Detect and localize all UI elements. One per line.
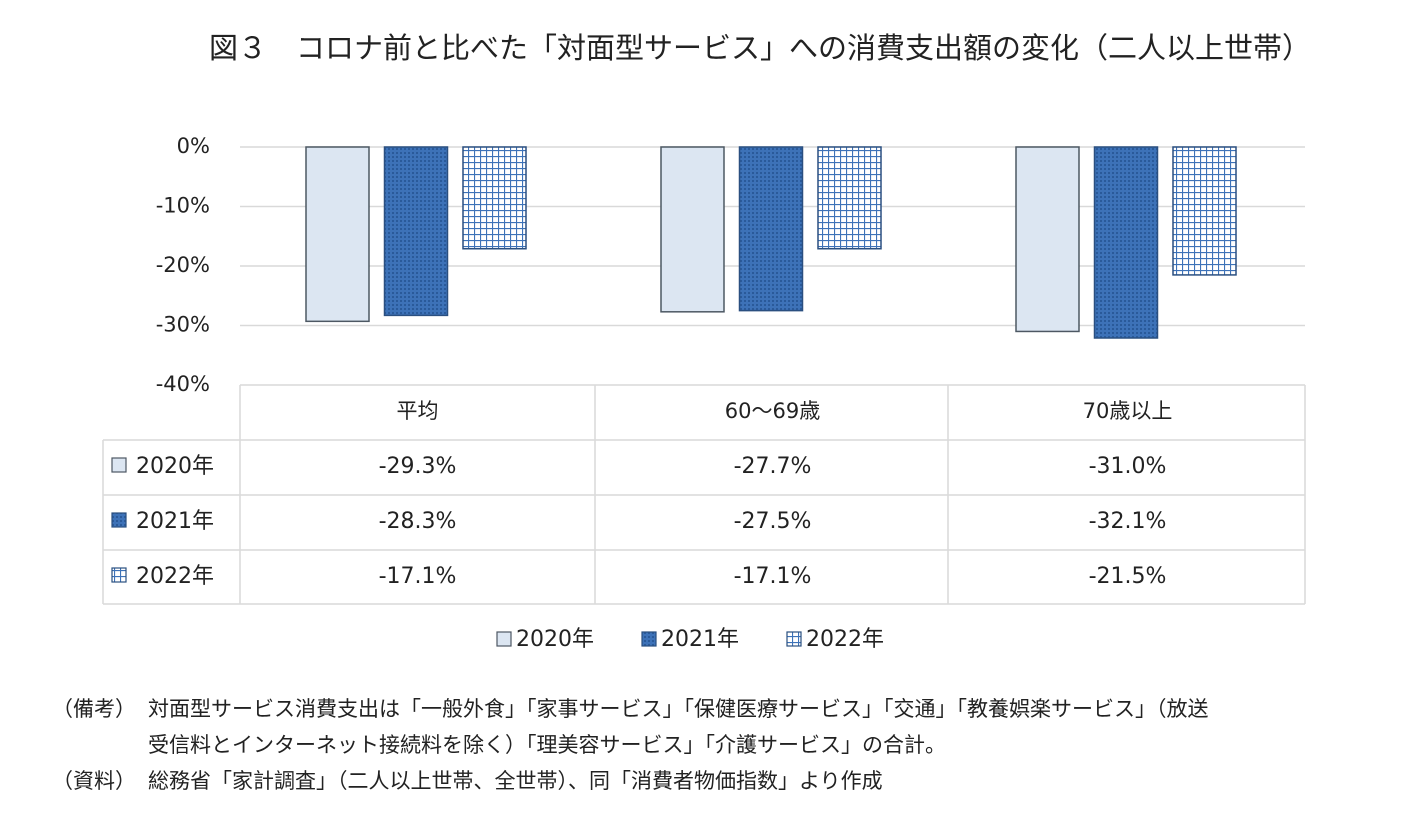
bar (1172, 146, 1237, 276)
legend-label: 2022年 (806, 627, 884, 652)
legend-swatch (111, 512, 127, 528)
table-value: -17.1% (734, 564, 812, 589)
table-value: -29.3% (379, 454, 457, 479)
bar (660, 146, 725, 313)
data-table (102, 385, 1306, 605)
y-tick-label: -20% (156, 253, 210, 277)
y-tick-label: 0% (177, 134, 210, 158)
legend-swatch (496, 631, 512, 647)
category-label: 平均 (397, 399, 439, 423)
legend-swatch (786, 631, 802, 647)
note-text: 対面型サービス消費支出は「一般外食」「家事サービス」「保健医療サービス」「交通」… (148, 697, 1209, 721)
table-value: -28.3% (379, 509, 457, 534)
y-tick-label: -40% (156, 372, 210, 396)
bar (1093, 146, 1159, 339)
table-value: -17.1% (379, 564, 457, 589)
legend-swatch (641, 631, 657, 647)
legend-label: 2021年 (661, 627, 739, 652)
bar (462, 146, 527, 250)
bar (305, 146, 370, 323)
note-label: （資料） (52, 769, 136, 793)
table-value: -27.7% (734, 454, 812, 479)
bar (738, 146, 804, 312)
bar (383, 146, 449, 317)
y-tick-label: -30% (156, 313, 210, 337)
note-label: （備考） (52, 697, 136, 721)
legend-swatch (111, 567, 127, 583)
row-label: 2021年 (136, 509, 214, 534)
category-label: 60～69歳 (725, 399, 820, 423)
note-text: 受信料とインターネット接続料を除く）「理美容サービス」「介護サービス」の合計。 (148, 733, 946, 757)
row-label: 2022年 (136, 564, 214, 589)
table-value: -27.5% (734, 509, 812, 534)
note-text: 総務省「家計調査」（二人以上世帯、全世帯）、同「消費者物価指数」より作成 (148, 769, 883, 793)
bar (817, 146, 882, 250)
table-value: -31.0% (1089, 454, 1167, 479)
category-label: 70歳以上 (1083, 399, 1173, 423)
legend-label: 2020年 (516, 627, 594, 652)
table-value: -32.1% (1089, 509, 1167, 534)
bar (1015, 146, 1080, 333)
y-tick-label: -10% (156, 194, 210, 218)
legend-swatch (111, 457, 127, 473)
row-label: 2020年 (136, 454, 214, 479)
table-value: -21.5% (1089, 564, 1167, 589)
chart-title: 図３ コロナ前と比べた「対面型サービス」への消費支出額の変化（二人以上世帯） (209, 31, 1311, 65)
